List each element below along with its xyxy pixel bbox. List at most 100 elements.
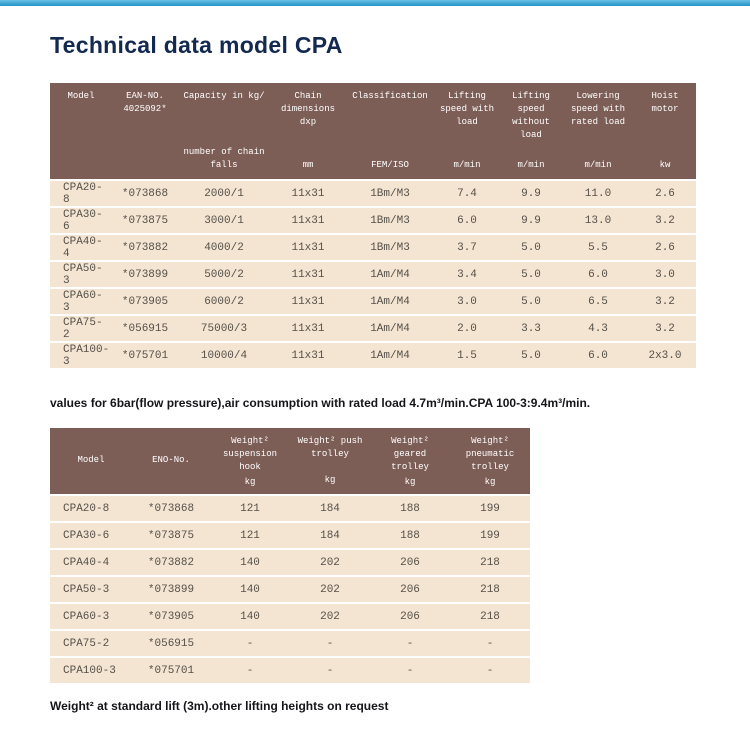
column-label: Model [67,91,95,101]
table-row: CPA30-6 *073875 121 184 188 199 [50,523,530,548]
table-cell: CPA100-3 [50,343,112,368]
table-cell: *073882 [112,235,178,260]
column-header: Chain dimensions dxp mm [270,83,346,179]
table-cell: 7.4 [434,181,500,206]
table-cell: 206 [370,604,450,629]
table-cell: *073875 [132,523,210,548]
table-cell: *073905 [112,289,178,314]
column-label: Weight² suspension hook [222,436,277,473]
table-cell: 5.0 [500,289,562,314]
table-cell: 11x31 [270,235,346,260]
table-cell: 3000/1 [178,208,270,233]
table-cell: 3.4 [434,262,500,287]
table-cell: - [370,631,450,656]
table-cell: *073905 [132,604,210,629]
table-cell: 206 [370,550,450,575]
top-accent-bar [0,0,750,6]
table-cell: CPA100-3 [50,658,132,683]
table-cell: 1Bm/M3 [346,208,434,233]
table-cell: 1Bm/M3 [346,235,434,260]
table-cell: 11x31 [270,289,346,314]
table-cell: 9.9 [500,181,562,206]
column-label: Classification [352,91,428,101]
column-unit: kg [244,477,256,488]
table-cell: 6.0 [562,343,634,368]
column-label: Chain dimensions dxp [280,91,335,128]
table-row: CPA40-4 *073882 4000/2 11x31 1Bm/M3 3.7 5.0 5.5… [50,235,696,260]
column-header: Hoist motor kw [634,83,696,179]
column-label: EAN-NO. 4025092* [123,91,167,115]
table-cell: 75000/3 [178,316,270,341]
table-cell: 3.3 [500,316,562,341]
column-unit: m/min [453,159,481,170]
column-header: Classification FEM/ISO [346,83,434,179]
column-label: Weight² geared trolley [391,436,429,473]
table-cell: - [450,658,530,683]
table-cell: CPA50-3 [50,577,132,602]
table-row: CPA75-2 *056915 75000/3 11x31 1Am/M4 2.0 3.3 4.… [50,316,696,341]
column-header: Weight² push trolley kg [290,428,370,494]
table-cell: *073899 [132,577,210,602]
column-label: Capacity in kg/ [183,91,265,101]
table-cell: *075701 [112,343,178,368]
table-cell: 5.0 [500,343,562,368]
table-cell: 4.3 [562,316,634,341]
table-cell: 218 [450,550,530,575]
table-cell: CPA50-3 [50,262,112,287]
column-label: Lifting speed without load [512,91,550,141]
table-cell: 184 [290,496,370,521]
table-cell: 6.0 [434,208,500,233]
column-header: Lowering speed with rated load m/min [562,83,634,179]
column-header: Lifting speed with load m/min [434,83,500,179]
column-unit: kg [324,474,336,485]
table-cell: 218 [450,604,530,629]
table-cell: 2.6 [634,235,696,260]
table-cell: *073899 [112,262,178,287]
table-row: CPA100-3 *075701- - - - [50,658,530,683]
standard-lift-note: Weight² at standard lift (3m).other lift… [50,699,389,713]
table-cell: CPA60-3 [50,604,132,629]
table-cell: 2x3.0 [634,343,696,368]
column-header: ENO-No. [132,428,210,494]
table-cell: 11x31 [270,181,346,206]
weight-table-header: Model ENO-No. Weight² suspension hook kg Wei… [50,428,530,494]
column-label: ENO-No. [152,455,190,466]
table-cell: - [290,631,370,656]
table-cell: 202 [290,577,370,602]
table-row: CPA50-3 *073899 140 202 206 218 [50,577,530,602]
table-cell: CPA40-4 [50,550,132,575]
technical-table-header: Model EAN-NO. 4025092* Capacity in kg/numb… [50,83,696,179]
table-cell: 202 [290,550,370,575]
table-cell: 3.2 [634,208,696,233]
table-cell: 3.7 [434,235,500,260]
table-cell: 3.2 [634,289,696,314]
table-row: CPA40-4 *073882 140 202 206 218 [50,550,530,575]
table-cell: 3.0 [434,289,500,314]
column-unit: m/min [584,159,612,170]
table-cell: 11x31 [270,316,346,341]
table-cell: 4000/2 [178,235,270,260]
column-label: Model [77,455,105,466]
table-cell: 11x31 [270,343,346,368]
table-cell: 6.5 [562,289,634,314]
table-cell: 3.0 [634,262,696,287]
column-unit: number of chain falls [183,146,265,170]
technical-table-body: CPA20-8 *073868 2000/1 11x31 1Bm/M3 7.4 9.9 11.… [50,181,696,368]
table-cell: 202 [290,604,370,629]
column-label: Weight² pneumatic trolley [465,436,515,473]
air-consumption-note: values for 6bar(flow pressure),air consu… [50,396,591,410]
table-cell: - [210,631,290,656]
table-cell: CPA40-4 [50,235,112,260]
table-cell: 188 [370,496,450,521]
table-cell: 184 [290,523,370,548]
column-header: Model [50,428,132,494]
table-cell: - [370,658,450,683]
column-label: Weight² push trolley [297,436,363,460]
table-cell: CPA30-6 [50,523,132,548]
table-cell: CPA60-3 [50,289,112,314]
table-cell: 199 [450,523,530,548]
table-cell: 13.0 [562,208,634,233]
column-unit: mm [302,159,314,170]
table-row: CPA20-8 *073868 121 184 188 199 [50,496,530,521]
table-cell: *073868 [132,496,210,521]
